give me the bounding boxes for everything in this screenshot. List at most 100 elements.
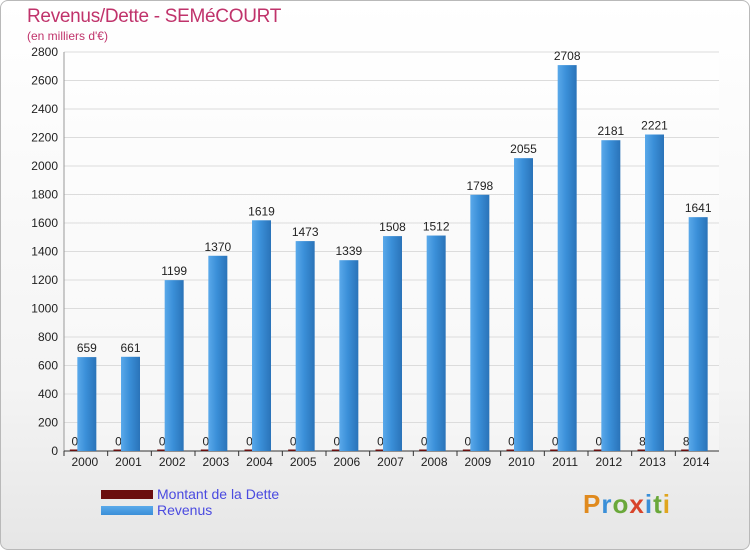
bar-revenus	[77, 357, 97, 451]
data-label-revenus: 1370	[204, 240, 231, 254]
data-label-revenus: 2055	[510, 142, 537, 156]
x-tick-label: 2000	[71, 455, 98, 469]
bar-revenus	[295, 241, 315, 451]
data-label-revenus: 1508	[379, 220, 406, 234]
bar-revenus	[470, 194, 490, 451]
bar-dette	[419, 449, 432, 451]
data-label-dette: 0	[159, 435, 166, 449]
data-label-revenus: 661	[120, 341, 140, 355]
data-label-dette: 0	[508, 435, 515, 449]
bar-dette	[593, 449, 606, 451]
bar-dette	[462, 449, 475, 451]
logo-letter: i	[644, 489, 654, 519]
data-label-revenus: 1339	[335, 244, 362, 258]
bar-revenus	[557, 65, 577, 452]
y-tick-label: 1000	[31, 302, 58, 316]
bar-dette	[244, 449, 257, 451]
x-tick-label: 2004	[246, 455, 273, 469]
bar-revenus	[688, 217, 708, 451]
data-label-dette: 0	[377, 435, 384, 449]
data-label-revenus: 1619	[248, 204, 275, 218]
x-tick-label: 2002	[159, 455, 186, 469]
y-tick-label: 800	[38, 330, 58, 344]
logo-letter: i	[662, 489, 671, 519]
data-label-dette: 0	[595, 435, 602, 449]
bar-dette	[506, 449, 519, 451]
y-tick-label: 0	[51, 444, 58, 458]
bar-revenus	[252, 220, 271, 451]
x-tick-label: 2013	[639, 455, 666, 469]
bar-dette	[157, 449, 170, 451]
bar-revenus	[645, 134, 664, 451]
chart-subtitle: (en milliers d'€)	[27, 29, 108, 43]
x-tick-label: 2005	[290, 455, 317, 469]
x-tick-label: 2007	[377, 455, 404, 469]
x-tick-label: 2011	[552, 455, 578, 469]
data-label-dette: 8	[639, 435, 646, 449]
bar-revenus	[383, 236, 402, 451]
legend-label-revenus: Revenus	[157, 502, 213, 518]
y-tick-label: 1800	[31, 188, 58, 202]
x-tick-label: 2003	[202, 455, 229, 469]
data-label-revenus: 659	[77, 341, 97, 355]
data-label-dette: 0	[333, 435, 340, 449]
legend-swatch-revenus	[101, 506, 153, 515]
y-tick-label: 2800	[31, 45, 58, 59]
legend-label-dette: Montant de la Dette	[157, 486, 280, 502]
bar-dette	[375, 449, 388, 451]
x-tick-label: 2009	[464, 455, 491, 469]
y-tick-label: 600	[38, 359, 58, 373]
bar-revenus	[601, 140, 621, 451]
y-tick-label: 1200	[31, 273, 58, 287]
bar-dette	[637, 449, 650, 451]
logo-letter: o	[612, 489, 630, 519]
bar-dette	[288, 449, 301, 451]
y-tick-label: 400	[38, 387, 58, 401]
bar-revenus	[164, 280, 184, 451]
y-tick-label: 2200	[31, 131, 58, 145]
data-label-revenus: 1798	[466, 179, 493, 193]
data-label-dette: 8	[683, 435, 690, 449]
data-label-revenus: 2181	[597, 124, 624, 138]
bar-dette	[681, 449, 694, 451]
x-tick-label: 2006	[333, 455, 360, 469]
data-label-revenus: 2221	[641, 119, 668, 133]
bar-revenus	[339, 260, 359, 451]
data-label-revenus: 1641	[685, 201, 712, 215]
legend-swatch-dette	[101, 490, 153, 499]
data-label-revenus: 1512	[423, 220, 450, 234]
logo-letter: r	[601, 489, 613, 519]
y-tick-label: 1400	[31, 245, 58, 259]
data-label-dette: 0	[246, 435, 253, 449]
logo-letter: x	[629, 489, 645, 519]
data-label-revenus: 1199	[161, 264, 187, 278]
bar-dette	[550, 449, 563, 451]
data-label-dette: 0	[464, 435, 471, 449]
data-label-revenus: 2708	[554, 49, 581, 63]
bar-dette	[69, 449, 82, 451]
y-tick-label: 2600	[31, 74, 58, 88]
x-tick-label: 2014	[683, 455, 710, 469]
y-tick-label: 1600	[31, 216, 58, 230]
data-label-dette: 0	[202, 435, 209, 449]
y-tick-label: 2000	[31, 159, 58, 173]
logo-letter: t	[653, 489, 663, 519]
data-label-revenus: 1473	[292, 225, 319, 239]
y-tick-label: 2400	[31, 102, 58, 116]
data-label-dette: 0	[115, 435, 122, 449]
logo-letter: P	[583, 489, 602, 519]
data-label-dette: 0	[71, 435, 78, 449]
data-label-dette: 0	[290, 435, 297, 449]
x-tick-label: 2010	[508, 455, 535, 469]
bar-revenus	[514, 158, 533, 451]
bar-dette	[200, 449, 213, 451]
x-tick-label: 2012	[595, 455, 622, 469]
chart-title: Revenus/Dette - SEMéCOURT	[27, 6, 282, 27]
bar-revenus	[121, 356, 140, 451]
bar-dette	[331, 449, 344, 451]
data-label-dette: 0	[552, 435, 559, 449]
bar-revenus	[208, 255, 228, 451]
x-tick-label: 2001	[115, 455, 142, 469]
